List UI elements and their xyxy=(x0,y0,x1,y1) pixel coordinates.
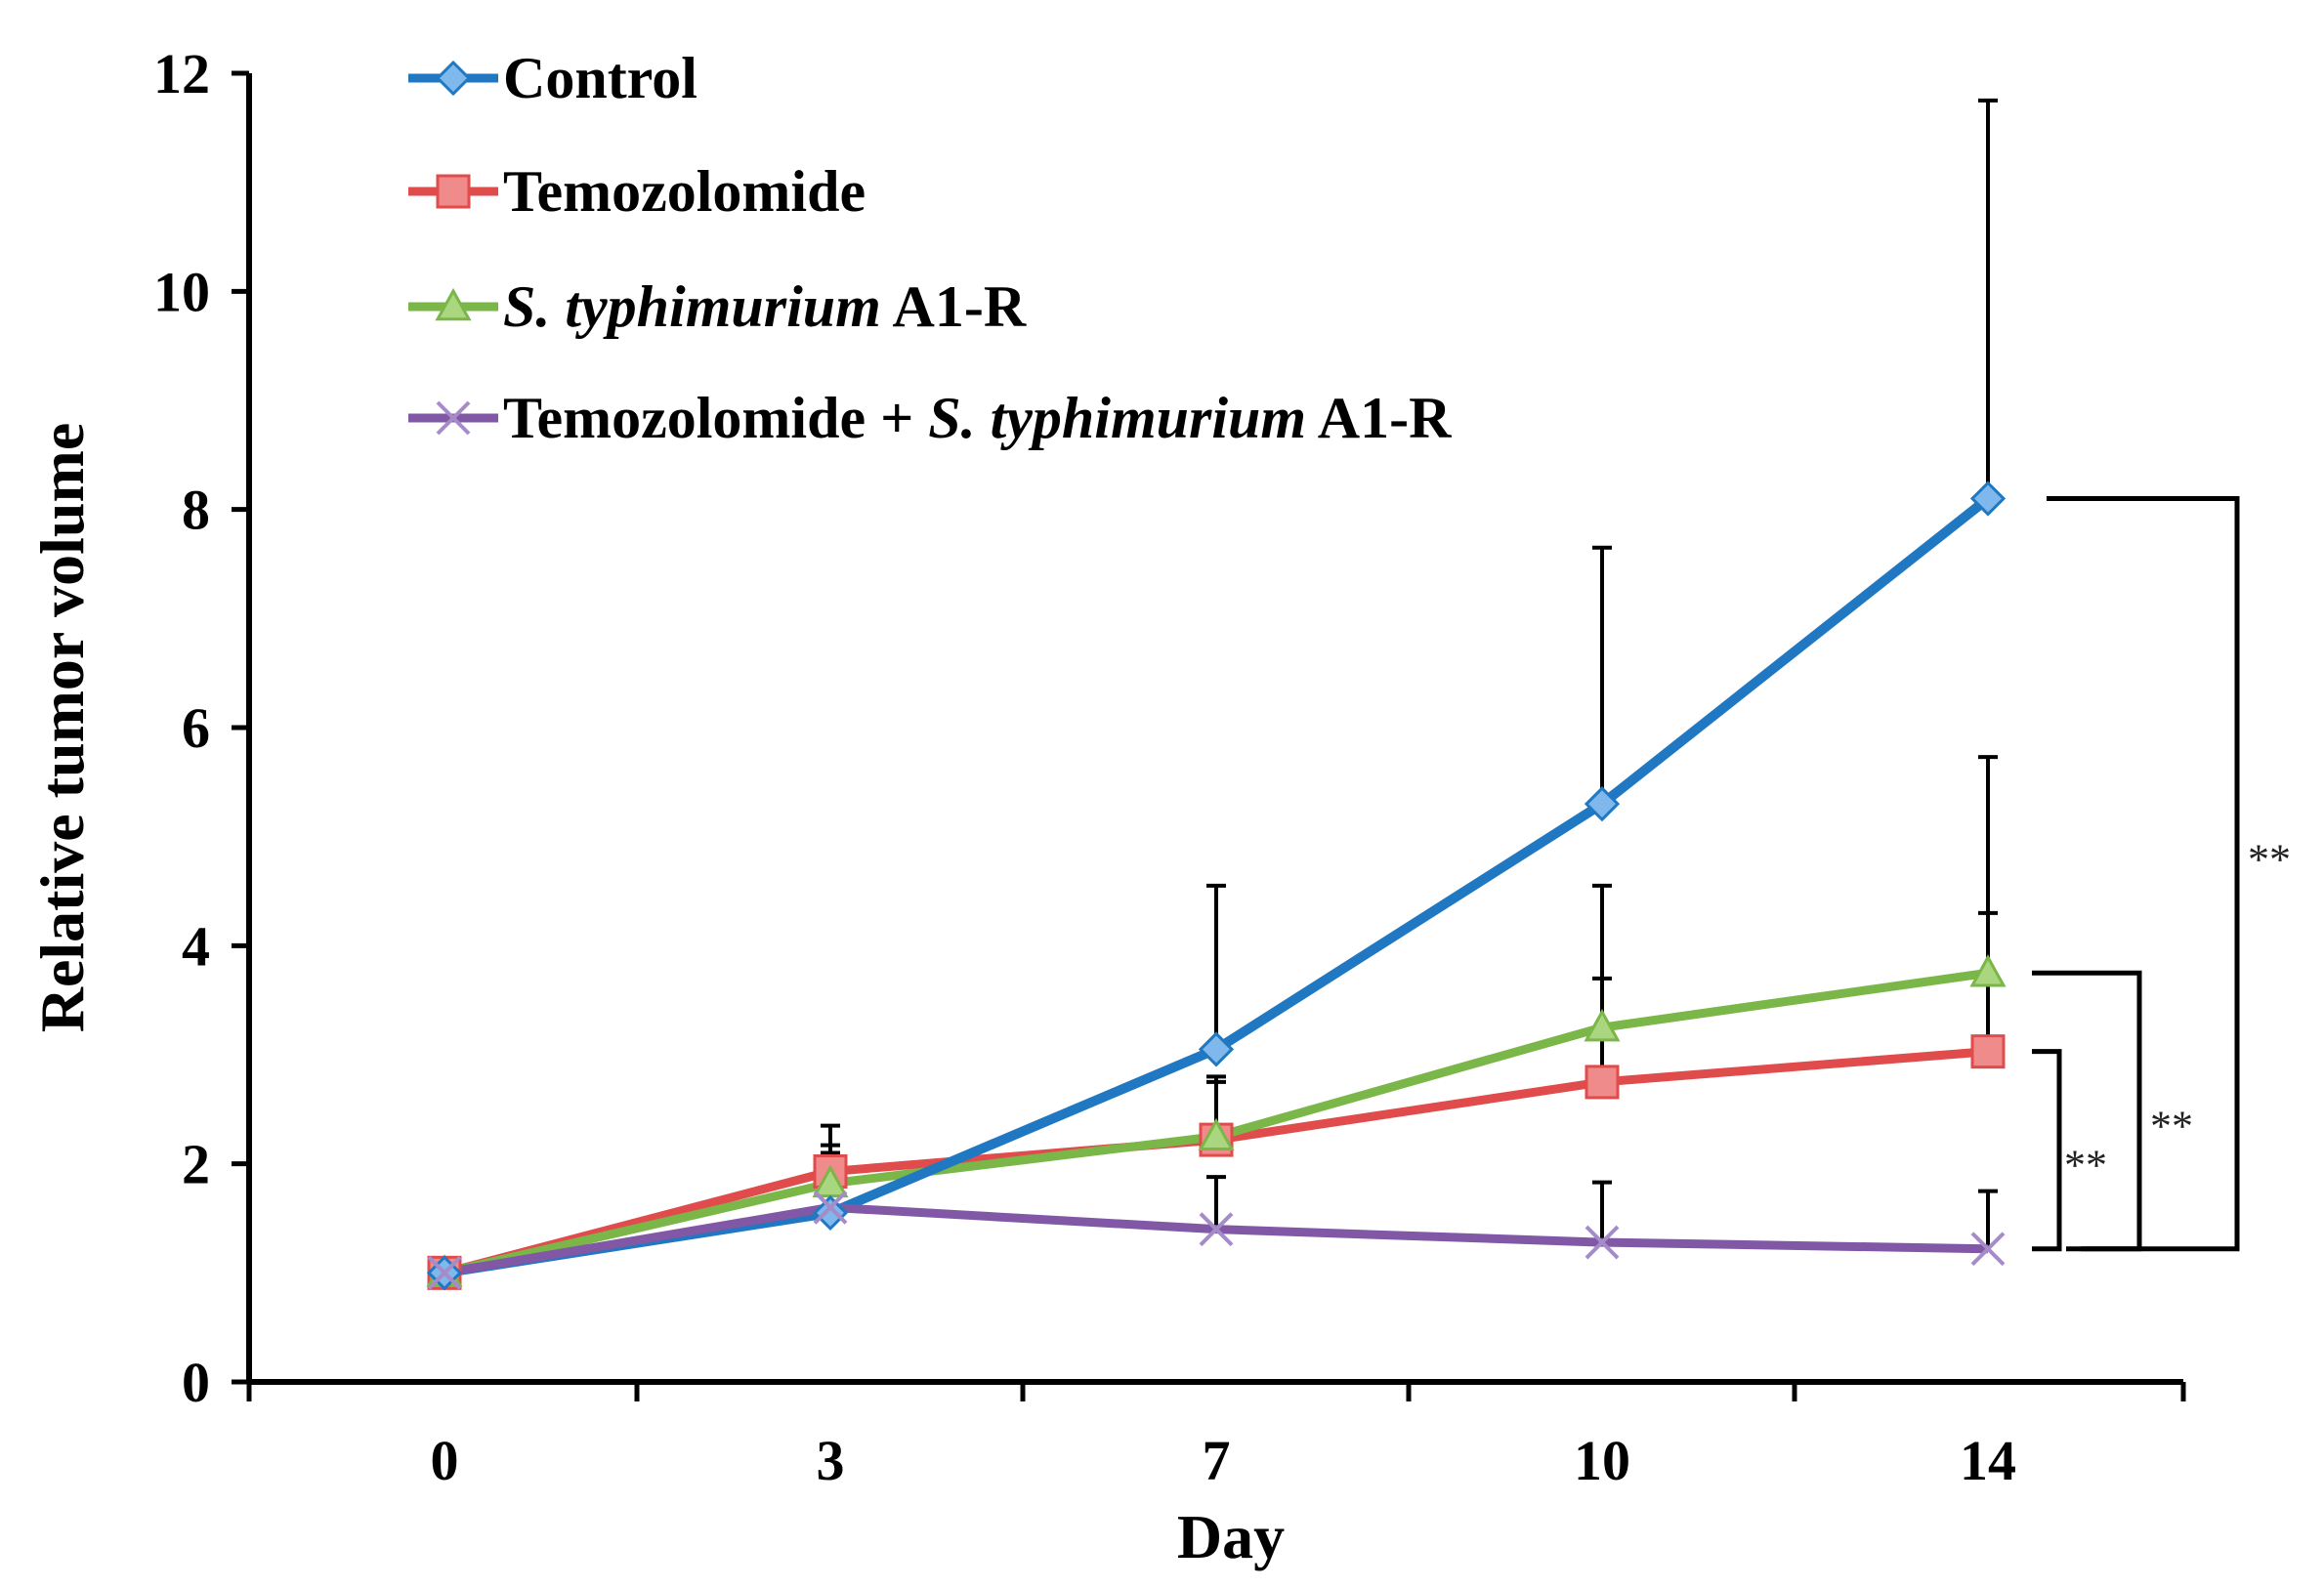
legend-label-part: Temozolomide xyxy=(503,159,866,224)
data-point xyxy=(812,1194,849,1232)
significance-label: ** xyxy=(2064,1142,2107,1190)
data-point xyxy=(1584,786,1621,822)
legend-label: Control xyxy=(503,46,697,110)
y-axis-title: Relative tumor volume xyxy=(27,423,97,1032)
data-point xyxy=(1969,481,2007,517)
significance-brackets: ** ** ** xyxy=(2032,496,2291,1252)
x-tick-label: 0 xyxy=(431,1429,459,1492)
x-tick-label: 14 xyxy=(1960,1429,2016,1492)
data-point xyxy=(813,1190,848,1225)
data-point xyxy=(1198,1031,1235,1067)
data-point xyxy=(1199,1212,1234,1247)
data-point xyxy=(1970,1034,2006,1069)
legend-marker xyxy=(435,60,472,97)
y-tick-label: 4 xyxy=(182,914,210,978)
axes: 0 2 4 6 8 10 12 0 3 7 10 14 xyxy=(153,42,2186,1492)
data-point xyxy=(1970,1232,2006,1267)
data-point xyxy=(1585,1225,1620,1260)
data-point xyxy=(1198,1117,1235,1151)
data-point xyxy=(1584,1008,1621,1042)
significance-label: ** xyxy=(2150,1103,2193,1150)
legend-label: Temozolomide + S. typhimurium A1-R xyxy=(503,386,1452,450)
legend-marker xyxy=(436,400,471,436)
x-axis-title: Day xyxy=(1177,1502,1285,1571)
y-tick-label: 8 xyxy=(182,479,210,542)
series-markers xyxy=(426,481,2007,1291)
significance-bracket xyxy=(2047,496,2240,1252)
y-tick-label: 6 xyxy=(182,696,210,760)
legend-marker xyxy=(435,287,472,321)
y-tick-label: 0 xyxy=(182,1351,210,1414)
x-tick-label: 3 xyxy=(817,1429,845,1492)
y-tick-label: 12 xyxy=(153,42,210,105)
legend-label-part: A1-R xyxy=(881,274,1027,339)
legend-label: S. typhimurium A1-R xyxy=(503,274,1027,339)
y-tick-label: 10 xyxy=(153,260,210,323)
legend-label-part: Temozolomide + xyxy=(503,386,928,450)
x-tick-label: 7 xyxy=(1203,1429,1231,1492)
legend-label-part: Control xyxy=(503,46,697,110)
error-bars xyxy=(821,98,1998,1249)
data-point xyxy=(427,1255,462,1290)
legend-marker xyxy=(436,174,471,209)
significance-bracket xyxy=(2032,1049,2062,1252)
legend-label-part: S. typhimurium xyxy=(928,386,1306,450)
legend-label-part: A1-R xyxy=(1306,386,1452,450)
legend-label-part: S. typhimurium xyxy=(503,274,881,339)
data-point xyxy=(1969,954,2007,987)
data-point xyxy=(1585,1065,1620,1100)
legend-label: Temozolomide xyxy=(503,159,866,224)
significance-label: ** xyxy=(2248,836,2291,884)
y-tick-label: 2 xyxy=(182,1133,210,1196)
x-tick-label: 10 xyxy=(1574,1429,1630,1492)
significance-bracket xyxy=(2032,970,2142,1252)
